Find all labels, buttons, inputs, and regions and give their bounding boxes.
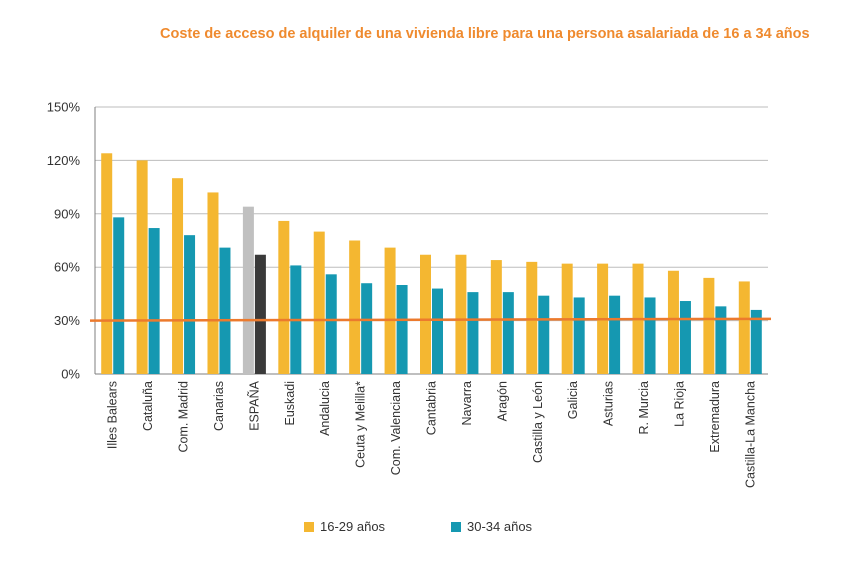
bar-series-2: [467, 292, 479, 374]
y-tick-label: 120%: [47, 153, 81, 168]
bar-series-1: [101, 153, 113, 374]
y-tick-label: 90%: [54, 206, 80, 221]
x-category-label: Navarra: [460, 381, 474, 426]
reference-line-group: [89, 317, 772, 322]
x-category-label: Extremadura: [708, 381, 722, 453]
bar-series-1: [136, 160, 148, 374]
x-category-label: Asturias: [602, 381, 616, 426]
x-category-label: Galicia: [566, 381, 580, 419]
x-category-label: Com. Madrid: [177, 381, 191, 453]
legend-item-series-1: 16-29 años: [304, 519, 385, 534]
x-axis-labels: Illes Balears Cataluña Com. Madrid Canarias…: [106, 380, 758, 488]
bar-series-1: [278, 220, 290, 374]
legend-swatch-series-2: [451, 521, 461, 532]
y-axis-ticks: 0% 30% 60% 90% 120% 150%: [47, 100, 81, 382]
x-category-label: Cantabria: [425, 381, 439, 435]
bar-series-2: [432, 288, 443, 374]
x-category-label: Illes Balears: [106, 381, 120, 449]
bar-series-1: [349, 240, 361, 374]
x-category-label: Euskadi: [283, 381, 297, 425]
bar-series-1: [207, 192, 219, 374]
bar-series-1: [490, 260, 502, 374]
bar-series-2: [644, 297, 656, 374]
bar-series-1: [384, 247, 396, 374]
bar-series-1: [526, 261, 538, 374]
y-tick-label: 60%: [54, 260, 80, 275]
bar-series-2: [361, 283, 373, 374]
bar-series-1: [420, 254, 431, 374]
bar-series-2: [254, 254, 266, 374]
bar-series-2: [538, 295, 550, 374]
bar-series-2: [325, 274, 337, 374]
x-category-label: La Rioja: [672, 381, 686, 427]
y-tick-label: 30%: [54, 313, 80, 328]
bar-series-2: [679, 301, 691, 374]
bar-series-2: [113, 217, 125, 374]
chart-title: Coste de acceso de alquiler de una vivie…: [160, 26, 810, 42]
bar-series-1: [738, 281, 750, 374]
x-category-label: Cataluña: [141, 381, 155, 431]
gridlines: [94, 106, 768, 375]
bar-series-2: [573, 297, 585, 374]
legend-label-series-1: 16-29 años: [320, 519, 386, 534]
bar-series-2: [184, 235, 196, 374]
bar-series-2: [396, 285, 408, 374]
x-category-label: Aragón: [495, 381, 509, 421]
bar-series-2: [750, 309, 762, 374]
y-tick-label: 150%: [47, 100, 81, 115]
x-category-label: Castilla-La Mancha: [743, 381, 757, 488]
y-tick-label: 0%: [61, 367, 80, 382]
x-category-label: ESPAÑA: [247, 380, 261, 430]
legend-item-series-2: 30-34 años: [451, 519, 532, 534]
x-category-label: Andalucia: [318, 381, 332, 436]
bar-series-1: [703, 277, 715, 374]
bar-series-2: [219, 247, 231, 374]
reference-line: [89, 317, 772, 322]
bar-series-1: [242, 206, 254, 374]
x-category-label: Ceuta y Melilla*: [354, 381, 368, 468]
bar-series-2: [502, 292, 514, 374]
bar-series-2: [715, 306, 727, 374]
bar-series-1: [455, 254, 467, 374]
legend-swatch-series-1: [304, 521, 314, 532]
x-category-label: Com. Valenciana: [389, 381, 403, 475]
x-category-label: Canarias: [212, 381, 226, 431]
bar-series-2: [609, 295, 621, 374]
bar-series-1: [667, 270, 679, 374]
bar-series-2: [148, 228, 160, 374]
legend-label-series-2: 30-34 años: [467, 519, 533, 534]
bars: [101, 153, 762, 374]
x-category-label: Castilla y León: [531, 381, 545, 463]
bar-series-1: [172, 178, 184, 374]
bar-series-1: [313, 231, 325, 374]
x-category-label: R. Murcia: [637, 381, 651, 435]
